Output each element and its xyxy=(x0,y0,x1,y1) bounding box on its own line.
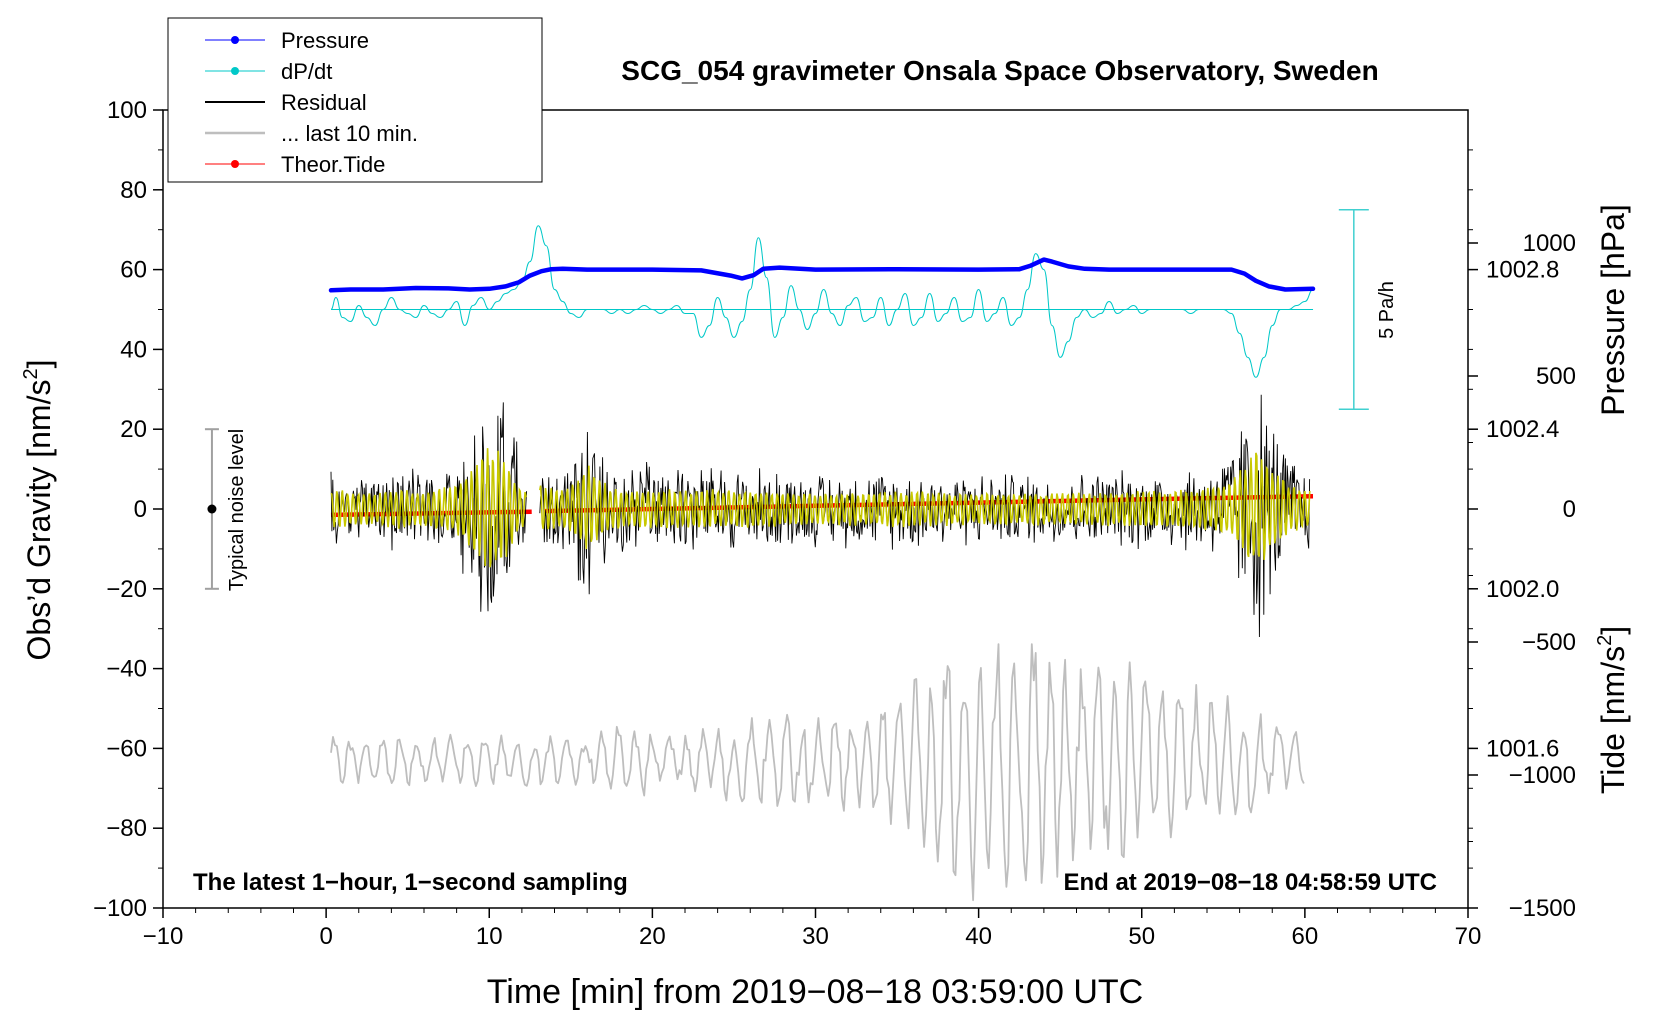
legend-marker xyxy=(231,36,239,44)
y-tick-label: 100 xyxy=(107,97,147,124)
noise-bar-center-dot xyxy=(207,504,217,514)
x-tick-label: 0 xyxy=(319,923,332,950)
y-axis-label-base: Obs’d Gravity [nm/s xyxy=(21,380,57,661)
y-tick-label: −40 xyxy=(106,656,147,683)
y-tick-label: −80 xyxy=(106,815,147,842)
pressure-tick-label: 1001.6 xyxy=(1486,735,1559,762)
y-tick-label: −20 xyxy=(106,576,147,603)
y-tick-label: 40 xyxy=(120,336,147,363)
y-axis-pressure: 1001.6 1002.0 1002.4 1002.8 xyxy=(1468,149,1559,869)
legend-label: Residual xyxy=(281,90,367,115)
x-tick-label: 50 xyxy=(1128,923,1155,950)
residual-smoothed-line xyxy=(330,448,527,568)
pressure-tick-label: 1002.8 xyxy=(1486,257,1559,284)
y-tick-label: −100 xyxy=(93,895,147,922)
pressure-tick-label: 1002.4 xyxy=(1486,416,1559,443)
legend-marker xyxy=(231,67,239,75)
legend-label: ... last 10 min. xyxy=(281,121,418,146)
legend-item: Pressure xyxy=(205,28,369,53)
last-10-min-line xyxy=(330,643,1305,902)
x-axis-label: Time [min] from 2019−08−18 03:59:00 UTC xyxy=(487,973,1143,1011)
legend-item: dP/dt xyxy=(205,59,332,84)
y-axis-label-sup: 2 xyxy=(20,368,42,379)
y-tick-label: 60 xyxy=(120,257,147,284)
legend-item: Theor.Tide xyxy=(205,152,385,177)
legend-item: Residual xyxy=(205,90,367,115)
pressure-line xyxy=(328,257,1316,293)
y-axis-tide: −1500 −1000 −500 0 500 1000 xyxy=(1468,230,1576,922)
noise-level-indicator: Typical noise level xyxy=(204,428,248,591)
legend-label: Theor.Tide xyxy=(281,152,385,177)
legend-box xyxy=(167,17,543,183)
x-tick-label: −10 xyxy=(143,923,184,950)
y-axis-label-close: ] xyxy=(21,360,57,369)
tide-tick-label: 0 xyxy=(1563,496,1576,523)
pressure-tick-label: 1002.0 xyxy=(1486,576,1559,603)
rate-label: 5 Pa/h xyxy=(1376,281,1398,339)
tide-axis-label: Tide [nm/s2] xyxy=(1594,626,1631,794)
tide-axis-label-close: ] xyxy=(1595,626,1631,635)
y-tick-label: 20 xyxy=(120,416,147,443)
legend-item: ... last 10 min. xyxy=(205,121,418,146)
series-layer xyxy=(328,225,1316,902)
pressure-axis-label: Pressure [hPa] xyxy=(1595,204,1631,416)
tide-tick-label: 500 xyxy=(1536,363,1576,390)
end-time-annotation: End at 2019−08−18 04:58:59 UTC xyxy=(1063,869,1437,896)
tide-tick-label: −500 xyxy=(1522,629,1576,656)
noise-label: Typical noise level xyxy=(226,429,248,591)
y-axis-label: Obs’d Gravity [nm/s2] xyxy=(20,360,57,661)
x-axis: −10 0 10 20 30 40 50 60 70 xyxy=(143,908,1482,950)
legend-label: dP/dt xyxy=(281,59,332,84)
rate-scale-indicator: 5 Pa/h xyxy=(1338,209,1398,410)
residual-line xyxy=(330,402,528,612)
x-tick-label: 10 xyxy=(476,923,503,950)
legend-label: Pressure xyxy=(281,28,369,53)
x-tick-label: 40 xyxy=(965,923,992,950)
x-tick-label: 30 xyxy=(802,923,829,950)
dpdt-line xyxy=(330,225,1314,378)
tide-tick-label: 1000 xyxy=(1523,230,1576,257)
legend-marker xyxy=(231,160,239,168)
y-tick-label: 80 xyxy=(120,177,147,204)
legend: Pressure dP/dt Residual ... last 10 min. The… xyxy=(167,17,543,183)
tide-tick-label: −1000 xyxy=(1509,762,1576,789)
y-axis-gravity: −100 −80 −60 −40 −20 0 20 40 60 80 100 xyxy=(93,97,163,922)
y-tick-label: −60 xyxy=(106,735,147,762)
tide-axis-label-base: Tide [nm/s xyxy=(1595,646,1631,794)
y-tick-label: 0 xyxy=(134,496,147,523)
x-tick-label: 20 xyxy=(639,923,666,950)
residual-smoothed-line xyxy=(539,452,1311,560)
x-tick-label: 60 xyxy=(1292,923,1319,950)
tide-tick-label: −1500 xyxy=(1509,895,1576,922)
chart-title: SCG_054 gravimeter Onsala Space Observat… xyxy=(621,55,1378,86)
x-tick-label: 70 xyxy=(1455,923,1482,950)
sampling-annotation: The latest 1−hour, 1−second sampling xyxy=(193,869,628,896)
tide-axis-label-sup: 2 xyxy=(1594,635,1616,646)
